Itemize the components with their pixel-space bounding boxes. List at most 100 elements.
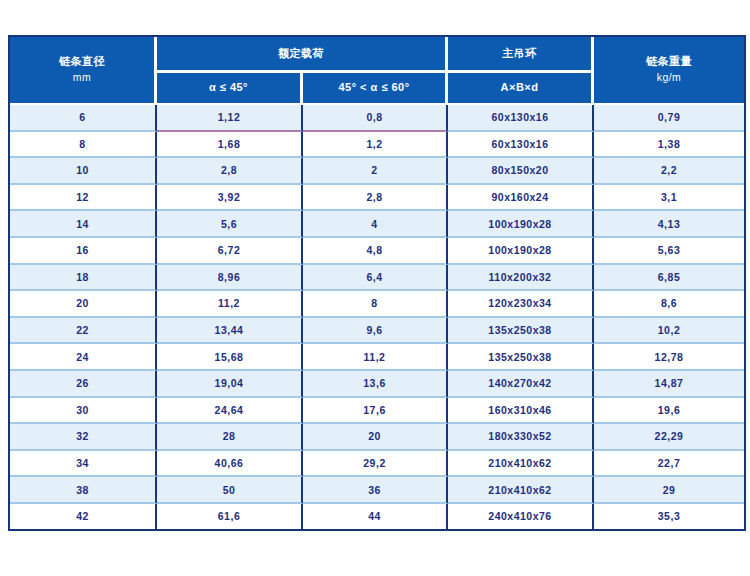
cell-weight: 10,2 bbox=[594, 318, 744, 345]
cell-ring-size: 135x250x38 bbox=[448, 344, 594, 371]
cell-load-45: 15,68 bbox=[157, 344, 303, 371]
cell-load-45: 19,04 bbox=[157, 371, 303, 398]
table-row: 385036210x410x6229 bbox=[10, 477, 744, 504]
cell-ring-size: 90x160x24 bbox=[448, 185, 594, 212]
cell-load-45: 2,8 bbox=[157, 158, 303, 185]
header-chain-diameter: 链条直径 mm bbox=[10, 37, 157, 105]
cell-diameter: 42 bbox=[10, 504, 157, 529]
cell-weight: 12,78 bbox=[594, 344, 744, 371]
cell-ring-size: 110x200x32 bbox=[448, 265, 594, 292]
cell-weight: 6,85 bbox=[594, 265, 744, 292]
cell-load-45: 6,72 bbox=[157, 238, 303, 265]
cell-ring-size: 60x130x16 bbox=[448, 132, 594, 159]
header-main-ring-group: 主吊环 bbox=[448, 37, 594, 73]
cell-weight: 3,1 bbox=[594, 185, 744, 212]
spec-table-container: 链条直径 mm 额定载荷 主吊环 链条重量 kg/m α ≤ 45° 45° <… bbox=[8, 35, 742, 531]
cell-diameter: 20 bbox=[10, 291, 157, 318]
cell-ring-size: 160x310x46 bbox=[448, 398, 594, 425]
cell-load-60: 20 bbox=[303, 424, 448, 451]
cell-ring-size: 210x410x62 bbox=[448, 477, 594, 504]
cell-ring-size: 180x330x52 bbox=[448, 424, 594, 451]
cell-diameter: 8 bbox=[10, 132, 157, 159]
cell-load-45: 50 bbox=[157, 477, 303, 504]
cell-load-60: 36 bbox=[303, 477, 448, 504]
cell-weight: 14,87 bbox=[594, 371, 744, 398]
cell-weight: 8,6 bbox=[594, 291, 744, 318]
cell-weight: 19,6 bbox=[594, 398, 744, 425]
cell-ring-size: 240x410x76 bbox=[448, 504, 594, 529]
table-row: 2213,449,6135x250x3810,2 bbox=[10, 318, 744, 345]
cell-ring-size: 210x410x62 bbox=[448, 451, 594, 478]
cell-load-60: 11,2 bbox=[303, 344, 448, 371]
cell-ring-size: 140x270x42 bbox=[448, 371, 594, 398]
cell-load-60: 1,2 bbox=[303, 132, 448, 159]
chain-specification-table: 链条直径 mm 额定载荷 主吊环 链条重量 kg/m α ≤ 45° 45° <… bbox=[8, 35, 746, 531]
cell-load-45: 3,92 bbox=[157, 185, 303, 212]
header-chain-diameter-label: 链条直径 bbox=[59, 55, 105, 67]
cell-diameter: 6 bbox=[10, 105, 157, 132]
table-header: 链条直径 mm 额定载荷 主吊环 链条重量 kg/m α ≤ 45° 45° <… bbox=[10, 37, 744, 105]
cell-diameter: 30 bbox=[10, 398, 157, 425]
cell-weight: 1,38 bbox=[594, 132, 744, 159]
table-row: 3440,6629,2210x410x6222,7 bbox=[10, 451, 744, 478]
cell-diameter: 32 bbox=[10, 424, 157, 451]
cell-ring-size: 80x150x20 bbox=[448, 158, 594, 185]
cell-load-60: 2,8 bbox=[303, 185, 448, 212]
table-row: 145,64100x190x284,13 bbox=[10, 211, 744, 238]
cell-diameter: 14 bbox=[10, 211, 157, 238]
cell-load-45: 1,12 bbox=[157, 105, 303, 132]
cell-load-60: 8 bbox=[303, 291, 448, 318]
header-chain-weight-unit: kg/m bbox=[594, 70, 744, 85]
table-row: 2415,6811,2135x250x3812,78 bbox=[10, 344, 744, 371]
cell-load-45: 11,2 bbox=[157, 291, 303, 318]
header-load-angle-45: α ≤ 45° bbox=[157, 73, 303, 105]
table-row: 188,966,4110x200x326,85 bbox=[10, 265, 744, 292]
table-row: 166,724,8100x190x285,63 bbox=[10, 238, 744, 265]
cell-weight: 4,13 bbox=[594, 211, 744, 238]
table-row: 2011,28120x230x348,6 bbox=[10, 291, 744, 318]
cell-weight: 22,29 bbox=[594, 424, 744, 451]
cell-load-60: 0,8 bbox=[303, 105, 448, 132]
header-load-angle-60: 45° < α ≤ 60° bbox=[303, 73, 448, 105]
cell-load-45: 61,6 bbox=[157, 504, 303, 529]
cell-weight: 5,63 bbox=[594, 238, 744, 265]
cell-ring-size: 100x190x28 bbox=[448, 211, 594, 238]
table-row: 3024,6417,6160x310x4619,6 bbox=[10, 398, 744, 425]
cell-diameter: 26 bbox=[10, 371, 157, 398]
cell-ring-size: 60x130x16 bbox=[448, 105, 594, 132]
cell-load-60: 13,6 bbox=[303, 371, 448, 398]
cell-weight: 0,79 bbox=[594, 105, 744, 132]
cell-diameter: 12 bbox=[10, 185, 157, 212]
cell-load-45: 5,6 bbox=[157, 211, 303, 238]
cell-diameter: 38 bbox=[10, 477, 157, 504]
header-chain-diameter-unit: mm bbox=[10, 70, 154, 85]
cell-load-60: 6,4 bbox=[303, 265, 448, 292]
cell-weight: 29 bbox=[594, 477, 744, 504]
cell-load-60: 29,2 bbox=[303, 451, 448, 478]
cell-load-45: 8,96 bbox=[157, 265, 303, 292]
cell-load-45: 28 bbox=[157, 424, 303, 451]
table-row: 102,8280x150x202,2 bbox=[10, 158, 744, 185]
header-ring-dimensions: A×B×d bbox=[448, 73, 594, 105]
cell-load-60: 4 bbox=[303, 211, 448, 238]
cell-diameter: 10 bbox=[10, 158, 157, 185]
header-chain-weight: 链条重量 kg/m bbox=[594, 37, 744, 105]
cell-diameter: 24 bbox=[10, 344, 157, 371]
cell-load-60: 9,6 bbox=[303, 318, 448, 345]
table-row: 2619,0413,6140x270x4214,87 bbox=[10, 371, 744, 398]
cell-weight: 2,2 bbox=[594, 158, 744, 185]
cell-load-60: 2 bbox=[303, 158, 448, 185]
cell-diameter: 18 bbox=[10, 265, 157, 292]
cell-ring-size: 135x250x38 bbox=[448, 318, 594, 345]
cell-weight: 35,3 bbox=[594, 504, 744, 529]
table-row: 4261,644240x410x7635,3 bbox=[10, 504, 744, 529]
cell-load-45: 1,68 bbox=[157, 132, 303, 159]
table-row: 123,922,890x160x243,1 bbox=[10, 185, 744, 212]
cell-weight: 22,7 bbox=[594, 451, 744, 478]
header-rated-load-group: 额定载荷 bbox=[157, 37, 448, 73]
cell-diameter: 34 bbox=[10, 451, 157, 478]
cell-ring-size: 120x230x34 bbox=[448, 291, 594, 318]
table-row: 81,681,260x130x161,38 bbox=[10, 132, 744, 159]
table-row: 322820180x330x5222,29 bbox=[10, 424, 744, 451]
cell-load-60: 44 bbox=[303, 504, 448, 529]
